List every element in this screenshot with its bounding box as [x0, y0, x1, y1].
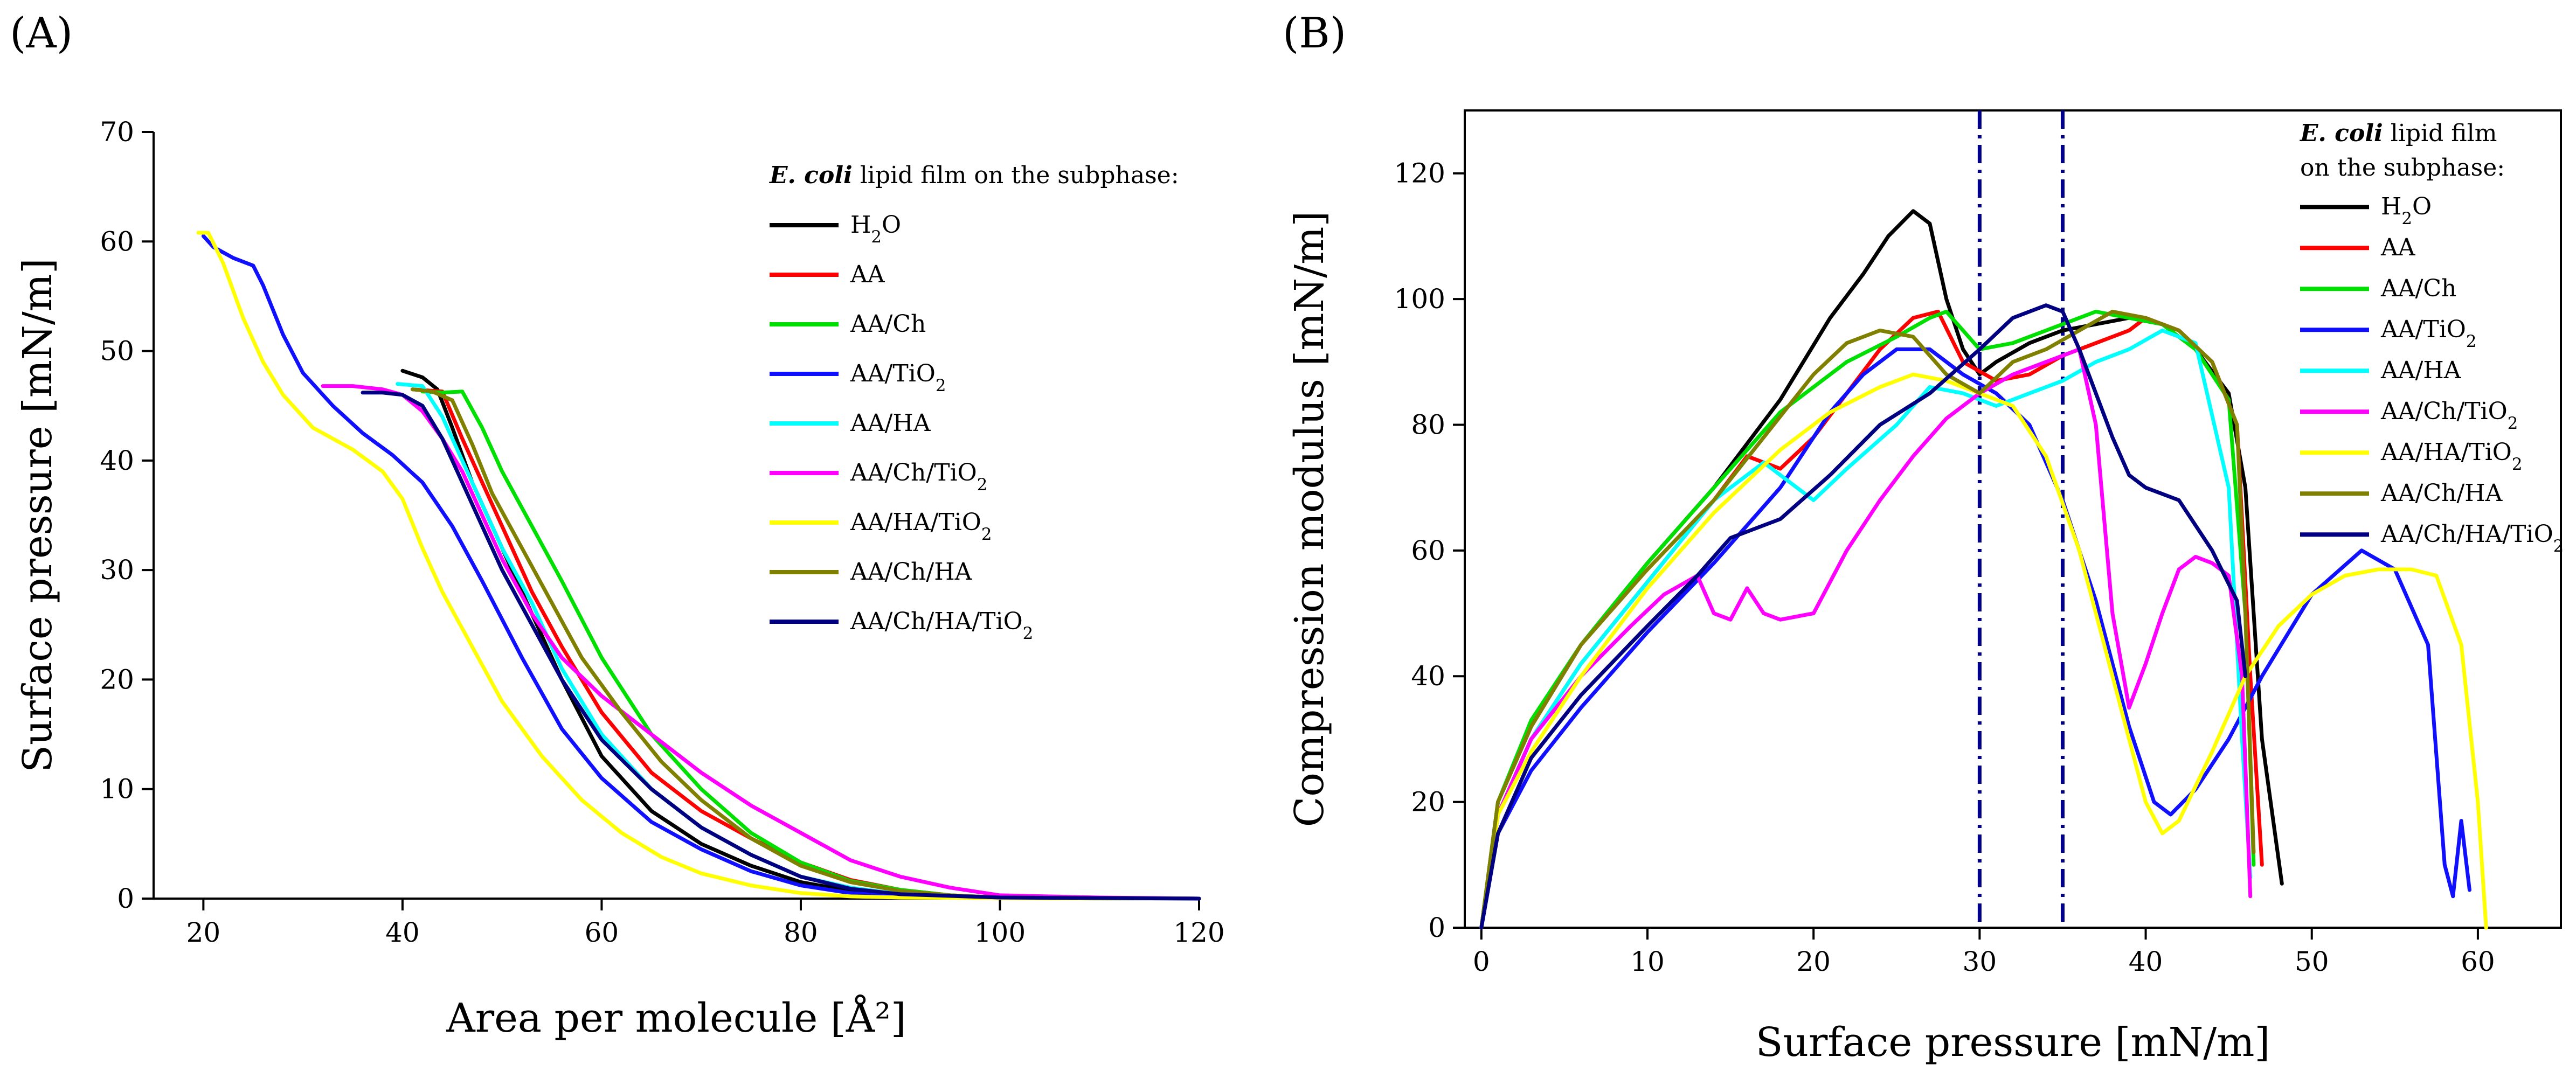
- legend-label-a-4: AA/HA: [850, 409, 931, 437]
- legend-a: E. coli lipid film on the subphase: H2O AA…: [768, 162, 1179, 643]
- legend-label-a-5: AA/Ch/TiO2: [850, 459, 987, 495]
- series-line-a-8: [361, 391, 1201, 901]
- legend-label-a-3: AA/TiO2: [850, 360, 946, 395]
- y-tick-label-a-50: 50: [100, 336, 134, 367]
- series-line-a-7: [410, 387, 1201, 901]
- legend-title-b: E. coli lipid film: [2299, 120, 2497, 147]
- legend-label-b-2: AA/Ch: [2380, 275, 2456, 302]
- x-tick-label-a-40: 40: [385, 917, 420, 948]
- legend-label-b-7: AA/Ch/HA: [2380, 479, 2503, 507]
- series-line-a-5: [321, 384, 1201, 901]
- x-tick-label-a-60: 60: [585, 917, 619, 948]
- y-tick-label-a-10: 10: [100, 774, 134, 805]
- series-line-b-4: [1479, 328, 2253, 930]
- x-tick-label-b-50: 50: [2295, 946, 2329, 977]
- x-axis-title-b: Surface pressure [mN/m]: [1756, 1019, 2270, 1066]
- series-line-b-0: [1479, 209, 2284, 930]
- legend-label-b-3: AA/TiO2: [2380, 316, 2476, 351]
- x-tick-label-a-20: 20: [186, 917, 221, 948]
- y-axis-title-b: Compression modulus [mN/m]: [1286, 211, 1333, 827]
- legend-label-b-4: AA/HA: [2380, 357, 2462, 384]
- series-line-a-3: [201, 234, 1201, 901]
- y-axis-title-a: Surface pressure [mN/m]: [15, 258, 61, 773]
- x-tick-label-b-0: 0: [1473, 946, 1490, 977]
- y-tick-label-a-30: 30: [100, 554, 134, 586]
- legend-label-b-8: AA/Ch/HA/TiO2: [2380, 520, 2564, 556]
- x-tick-label-a-120: 120: [1173, 917, 1224, 948]
- legend-label-a-6: AA/HA/TiO2: [850, 509, 992, 544]
- series-line-b-1: [1479, 309, 2264, 930]
- y-tick-label-b-0: 0: [1428, 912, 1445, 943]
- series-line-b-5: [1479, 347, 2253, 930]
- chart-panel-a: 20 40 60 80 100 120 0 10 20 30 40 50 60 70 Area per mo…: [15, 116, 1225, 1041]
- y-tick-label-b-40: 40: [1411, 660, 1445, 692]
- legend-label-b-1: AA: [2380, 234, 2416, 261]
- legend-label-b-6: AA/HA/TiO2: [2380, 439, 2522, 474]
- legend-title-line2-b: on the subphase:: [2300, 154, 2505, 182]
- series-line-b-8: [1479, 303, 2247, 930]
- series-line-b-2: [1479, 309, 2256, 930]
- y-tick-label-b-120: 120: [1394, 158, 1445, 189]
- y-tick-label-b-60: 60: [1411, 535, 1445, 566]
- legend-label-a-0: H2O: [850, 211, 901, 247]
- legend-label-a-1: AA: [850, 261, 885, 288]
- series-line-b-7: [1479, 309, 2256, 930]
- x-tick-label-a-80: 80: [784, 917, 818, 948]
- series-line-a-1: [410, 387, 1201, 901]
- legend-label-a-8: AA/Ch/HA/TiO2: [850, 608, 1033, 643]
- y-tick-label-a-0: 0: [117, 883, 134, 914]
- plot-frame-b: [1464, 109, 2562, 929]
- legend-label-b-0: H2O: [2381, 193, 2432, 228]
- series-line-a-2: [420, 390, 1201, 901]
- y-tick-label-b-20: 20: [1411, 787, 1445, 818]
- panel-b-label: (B): [1283, 9, 1346, 58]
- legend-label-a-7: AA/Ch/HA: [850, 558, 973, 586]
- series-line-b-3: [1479, 347, 2471, 930]
- y-tick-label-a-70: 70: [100, 116, 134, 148]
- panel-a-label: (A): [10, 9, 73, 58]
- series-line-b-6: [1479, 372, 2488, 930]
- x-tick-label-b-30: 30: [1963, 946, 1997, 977]
- legend-label-a-2: AA/Ch: [850, 310, 926, 338]
- y-tick-label-a-60: 60: [100, 226, 134, 257]
- y-tick-label-b-100: 100: [1394, 283, 1445, 315]
- y-tick-label-b-80: 80: [1411, 409, 1445, 440]
- series-line-a-0: [400, 368, 1201, 901]
- x-tick-label-b-20: 20: [1796, 946, 1831, 977]
- series-line-a-6: [196, 231, 1201, 901]
- y-tick-label-a-20: 20: [100, 664, 134, 695]
- chart-panel-b: 0 10 20 30 40 50 60 0 20 40 60 80 100 120 Surface pres…: [1286, 109, 2564, 1066]
- series-line-a-4: [396, 382, 1201, 901]
- x-tick-label-b-40: 40: [2129, 946, 2163, 977]
- legend-label-b-5: AA/Ch/TiO2: [2380, 398, 2518, 433]
- x-axis-title-a: Area per molecule [Å²]: [446, 994, 906, 1041]
- y-tick-label-a-40: 40: [100, 445, 134, 476]
- x-tick-label-b-10: 10: [1630, 946, 1665, 977]
- legend-title-a: E. coli lipid film on the subphase:: [768, 162, 1179, 189]
- x-tick-label-b-60: 60: [2461, 946, 2495, 977]
- legend-b: E. coli lipid film on the subphase: H2O AA A…: [2299, 120, 2564, 556]
- x-tick-label-a-100: 100: [974, 917, 1026, 948]
